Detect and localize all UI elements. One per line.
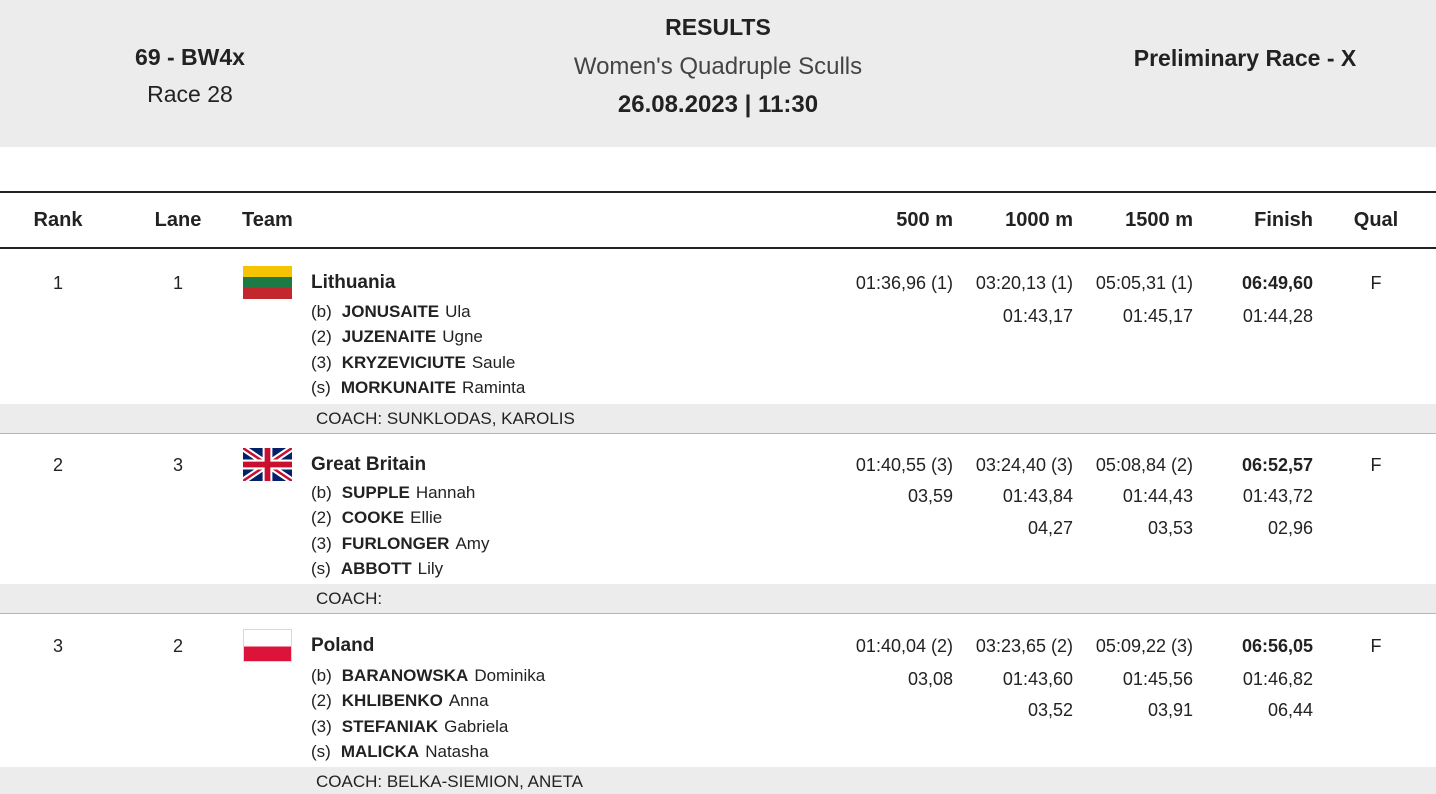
crew-member: (2) COOKE Ellie	[311, 508, 443, 528]
split-1500m-diff: 03,53	[1147, 518, 1193, 538]
column-1000m: 1000 m	[1005, 209, 1073, 231]
crew-list: (b) SUPPLE Hannah (2) COOKE Ellie (3) FURLONG…	[311, 480, 489, 581]
coach-name: COACH:	[316, 589, 383, 608]
split-1500m-diff: 03,91	[1147, 700, 1193, 720]
finish-time: 06:56,05	[1241, 636, 1313, 656]
event-name: Women's Quadruple Sculls	[573, 53, 863, 80]
split-500m: 01:40,04 (2)	[855, 636, 953, 656]
split-1500m: 05:09,22 (3)	[1095, 636, 1193, 656]
crew-member: (b) SUPPLE Hannah	[311, 483, 476, 502]
split-1000m: 03:20,13 (1)	[975, 273, 1073, 293]
coach-bar: COACH:	[0, 584, 1436, 614]
event-info: 69 - BW4x Race 28	[90, 44, 290, 108]
split-1500m: 05:08,84 (2)	[1095, 455, 1193, 475]
split-1500m: 05:05,31 (1)	[1095, 273, 1193, 293]
split-1000m-pace: 01:43,60	[1002, 669, 1073, 689]
results-header: 69 - BW4x Race 28 RESULTS Women's Quadru…	[0, 0, 1436, 147]
title-block: RESULTS Women's Quadruple Sculls 26.08.2…	[468, 14, 968, 119]
finish-pace: 01:46,82	[1242, 669, 1313, 689]
crew-list: (b) JONUSAITE Ula (2) JUZENAITE Ugne (3) KRYZ…	[311, 299, 525, 400]
finish-time: 06:49,60	[1241, 273, 1313, 293]
page-title: RESULTS	[665, 14, 771, 40]
crew-member: (s) ABBOTT Lily	[311, 558, 444, 578]
crew-member: (s) MALICKA Natasha	[311, 741, 489, 761]
table-header: Rank Lane Team 500 m 1000 m 1500 m Finis…	[0, 191, 1436, 249]
qual-value: F	[1370, 455, 1382, 475]
finish-pace: 01:44,28	[1242, 306, 1313, 326]
split-1000m-pace: 01:43,17	[1002, 306, 1073, 326]
split-1500m-pace: 01:45,17	[1122, 306, 1193, 326]
split-500m: 01:40,55 (3)	[855, 455, 953, 475]
finish-diff: 06,44	[1267, 700, 1313, 720]
race-number: Race 28	[147, 81, 233, 107]
finish-time: 06:52,57	[1241, 455, 1313, 475]
team-name: Poland	[311, 635, 375, 656]
column-500m: 500 m	[896, 209, 953, 231]
event-code: 69 - BW4x	[135, 44, 245, 70]
rank-value: 2	[52, 455, 63, 475]
crew-member: (2) KHLIBENKO Anna	[311, 691, 489, 711]
lane-value: 2	[172, 636, 183, 656]
split-1500m-pace: 01:44,43	[1122, 486, 1193, 506]
crew-member: (s) MORKUNAITE Raminta	[311, 377, 526, 397]
crew-member: (b) BARANOWSKA Dominika	[311, 666, 546, 685]
split-500m-diff: 03,59	[907, 486, 953, 506]
team-name: Great Britain	[311, 454, 427, 475]
finish-pace: 01:43,72	[1242, 486, 1313, 506]
column-lane: Lane	[154, 209, 202, 231]
split-500m: 01:36,96 (1)	[855, 273, 953, 293]
lane-value: 1	[172, 273, 183, 293]
qual-value: F	[1370, 636, 1382, 656]
split-1000m-diff: 03,52	[1027, 700, 1073, 720]
lane-value: 3	[172, 455, 183, 475]
coach-bar: COACH: SUNKLODAS, KAROLIS	[0, 404, 1436, 434]
column-rank: Rank	[33, 209, 83, 231]
coach-name: COACH: SUNKLODAS, KAROLIS	[316, 409, 575, 428]
lithuania-flag-icon	[243, 266, 292, 299]
team-name: Lithuania	[311, 272, 396, 293]
split-1500m-pace: 01:45,56	[1122, 669, 1193, 689]
split-1000m: 03:24,40 (3)	[975, 455, 1073, 475]
rank-value: 3	[52, 636, 63, 656]
coach-name: COACH: BELKA-SIEMION, ANETA	[316, 772, 584, 791]
crew-member: (3) FURLONGER Amy	[311, 533, 490, 553]
crew-member: (2) JUZENAITE Ugne	[311, 327, 483, 347]
crew-list: (b) BARANOWSKA Dominika (2) KHLIBENKO Anna (…	[311, 663, 545, 764]
crew-member: (3) KRYZEVICIUTE Saule	[311, 352, 516, 372]
crew-member: (b) JONUSAITE Ula	[311, 302, 471, 321]
column-1500m: 1500 m	[1125, 209, 1193, 231]
column-team: Team	[242, 209, 293, 231]
split-1000m: 03:23,65 (2)	[975, 636, 1073, 656]
split-500m-diff: 03,08	[907, 669, 953, 689]
column-finish: Finish	[1254, 209, 1313, 231]
coach-bar: COACH: BELKA-SIEMION, ANETA	[0, 767, 1436, 794]
great-britain-flag-icon	[243, 448, 292, 481]
finish-diff: 02,96	[1267, 518, 1313, 538]
rank-value: 1	[52, 273, 63, 293]
column-qual: Qual	[1353, 209, 1399, 231]
qual-value: F	[1370, 273, 1382, 293]
split-1000m-diff: 04,27	[1027, 518, 1073, 538]
split-1000m-pace: 01:43,84	[1002, 486, 1073, 506]
poland-flag-icon	[243, 629, 292, 662]
crew-member: (3) STEFANIAK Gabriela	[311, 716, 509, 736]
race-datetime: 26.08.2023 | 11:30	[617, 91, 819, 118]
race-phase: Preliminary Race - X	[1133, 45, 1357, 71]
